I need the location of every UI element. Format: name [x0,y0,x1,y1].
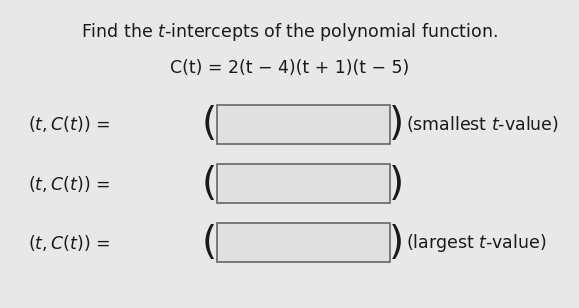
Text: ): ) [389,224,404,262]
FancyBboxPatch shape [217,164,390,203]
Text: $(t, C(t))$ =: $(t, C(t))$ = [28,115,111,134]
FancyBboxPatch shape [217,224,390,262]
Text: C(t) = 2(t − 4)(t + 1)(t − 5): C(t) = 2(t − 4)(t + 1)(t − 5) [170,59,409,77]
Text: (smallest $t$-value): (smallest $t$-value) [406,115,559,134]
Text: Find the $t$-intercepts of the polynomial function.: Find the $t$-intercepts of the polynomia… [81,21,498,43]
Text: (largest $t$-value): (largest $t$-value) [406,232,547,254]
FancyBboxPatch shape [217,105,390,144]
Text: ): ) [389,105,404,144]
Text: (: ( [201,164,217,203]
Text: $(t, C(t))$ =: $(t, C(t))$ = [28,233,111,253]
Text: (: ( [201,105,217,144]
Text: ): ) [389,164,404,203]
Text: (: ( [201,224,217,262]
Text: $(t, C(t))$ =: $(t, C(t))$ = [28,174,111,193]
